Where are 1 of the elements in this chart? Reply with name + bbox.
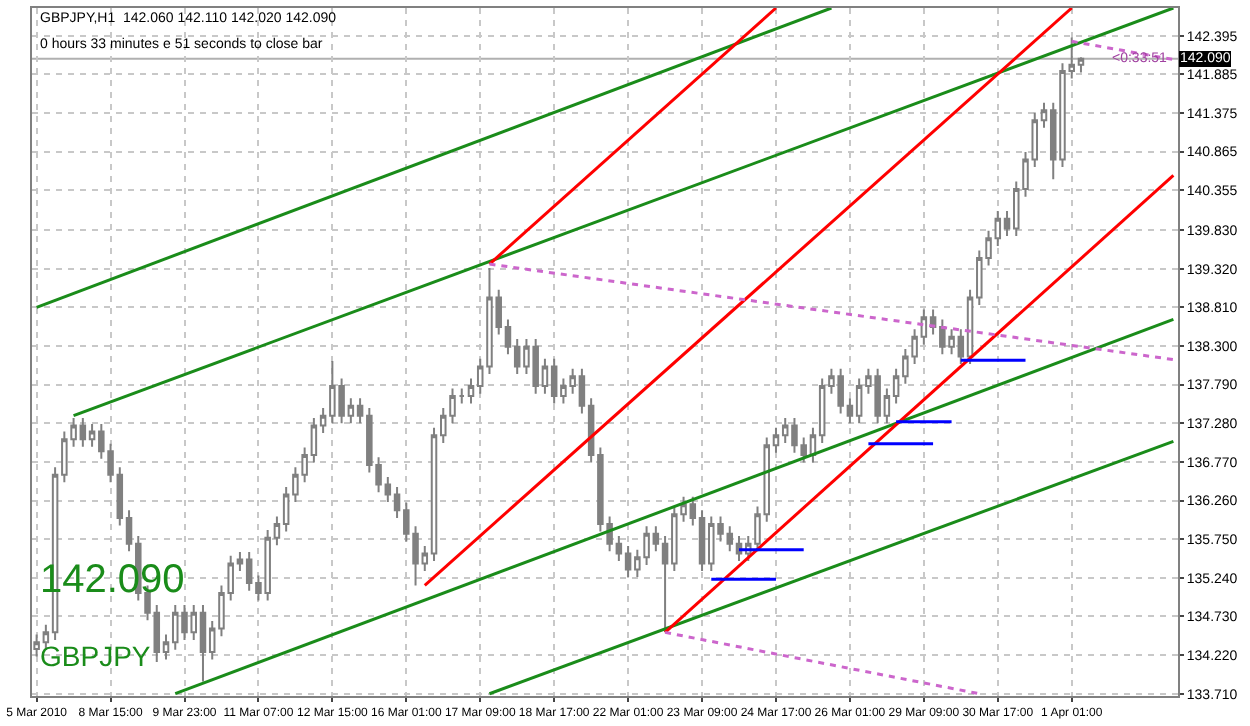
- annotation: GBPJPY: [40, 640, 152, 672]
